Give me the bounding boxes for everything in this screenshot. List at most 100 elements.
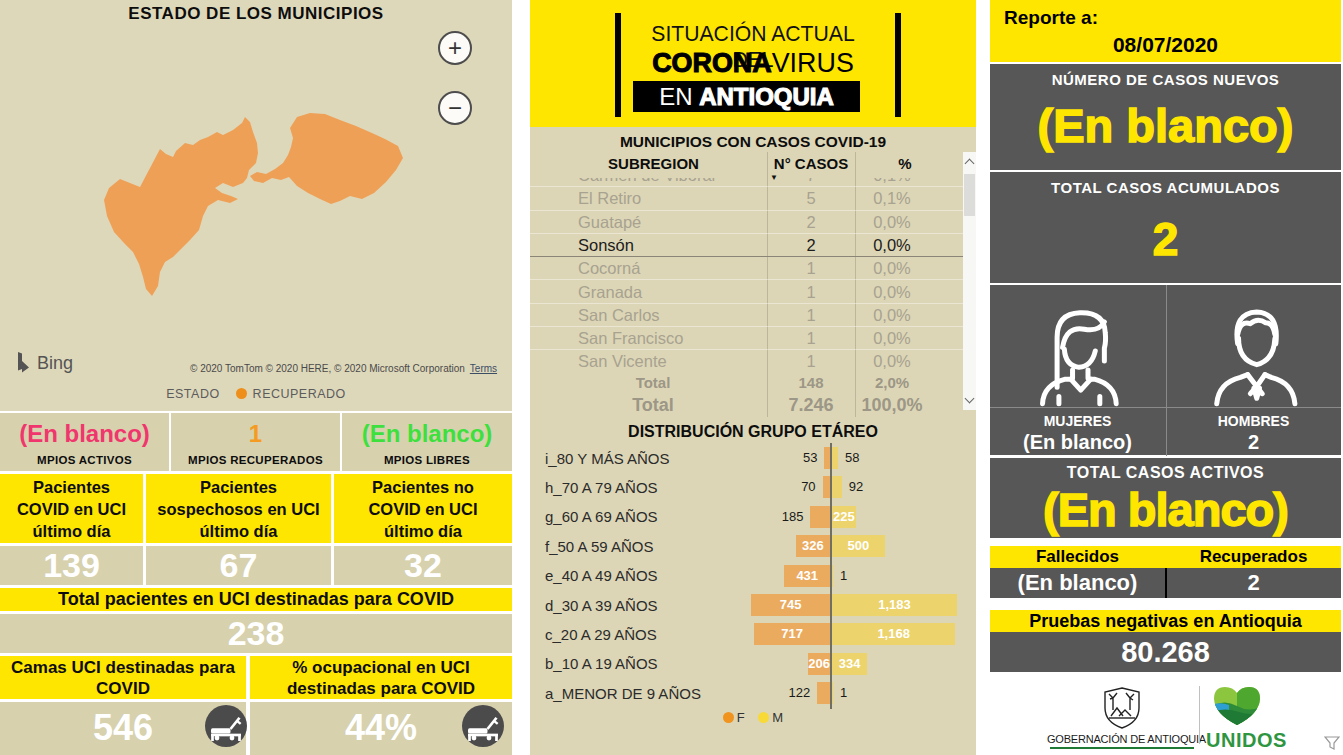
bar-value-label: 53: [803, 447, 817, 469]
legend-f-label[interactable]: F: [737, 710, 745, 725]
bar-value-label: 326: [796, 535, 830, 557]
mpios-stats-row: (En blanco) MPIOS ACTIVOS 1 MPIOS RECUPE…: [0, 413, 512, 471]
table-row[interactable]: Cocorná10,0%: [530, 257, 963, 280]
recuperados-label: Recuperados: [1166, 546, 1341, 568]
column-header-casos[interactable]: N° CASOS: [767, 155, 855, 172]
bar-value-label: 1: [840, 682, 847, 704]
map-visual[interactable]: ESTADO DE LOS MUNICIPIOS + − Bing © 2020…: [0, 0, 512, 411]
table-row[interactable]: Granada10,0%: [530, 281, 963, 304]
mpios-recuperados[interactable]: 1 MPIOS RECUPERADOS: [171, 413, 340, 471]
map-landmass[interactable]: [90, 100, 420, 310]
table-title: MUNICIPIOS CON CASOS COVID-19: [530, 133, 976, 151]
age-chart-title: DISTRIBUCIÓN GRUPO ETÁREO: [530, 423, 976, 441]
age-group-label: a_MENOR DE 9 AÑOS: [545, 684, 701, 701]
hombres-icon-cell: [1166, 285, 1341, 407]
legend-m-label[interactable]: M: [772, 710, 783, 725]
casos-acumulados-title: TOTAL CASOS ACUMULADOS: [990, 179, 1341, 196]
age-group-label: b_10 A 19 AÑOS: [545, 655, 658, 672]
mujeres-value: (En blanco): [990, 431, 1165, 454]
map-terms-link[interactable]: Terms: [470, 363, 497, 374]
hombres-label: HOMBRES: [1166, 413, 1341, 429]
bar-male[interactable]: [832, 682, 833, 704]
mpios-libres[interactable]: (En blanco) MPIOS LIBRES: [342, 413, 512, 471]
woman-icon: [1028, 295, 1128, 407]
fallecidos-recuperados-values: (En blanco) 2: [990, 568, 1341, 598]
scroll-down-icon[interactable]: [965, 394, 975, 404]
plus-icon: +: [448, 34, 462, 61]
middle-panel: SITUACIÓN ACTUAL DEL CORONAVIRUS EN ANTI…: [530, 0, 976, 755]
gobernacion-underline: [1050, 747, 1194, 749]
uci-values-row: 1396732: [0, 546, 512, 585]
unidos-label: UNIDOS: [1206, 729, 1287, 752]
filter-icon[interactable]: [1324, 736, 1340, 750]
age-group-label: c_20 A 29 AÑOS: [545, 626, 657, 643]
bar-value-label: 206: [808, 653, 830, 675]
fallecidos-label: Fallecidos: [990, 546, 1165, 568]
gobernacion-crest-icon: [1103, 686, 1141, 730]
bar-value-label: 122: [788, 682, 810, 704]
bar-value-label: 92: [849, 476, 863, 498]
total-uci-band: Total pacientes en UCI destinadas para C…: [0, 588, 512, 611]
casos-nuevos-title: NÚMERO DE CASOS NUEVOS: [990, 71, 1341, 88]
table-row[interactable]: San Carlos10,0%: [530, 304, 963, 327]
gender-labels-row: MUJERES (En blanco) HOMBRES 2: [990, 407, 1341, 455]
table-row[interactable]: El Retiro50,1%: [530, 187, 963, 210]
camas-uci-box: Camas UCI destinadas para COVID: [0, 656, 246, 699]
banner-line2: CORONAVIRUS: [628, 47, 878, 79]
bing-logo: Bing: [16, 351, 73, 375]
chart-legend: F M: [530, 710, 976, 725]
bar-male[interactable]: [832, 447, 838, 469]
man-icon: [1204, 295, 1304, 407]
bar-male[interactable]: [832, 476, 842, 498]
column-header-subregion[interactable]: SUBREGION: [540, 155, 767, 172]
map-zoom-out-button[interactable]: −: [438, 91, 472, 125]
scrollbar-thumb[interactable]: [964, 174, 975, 216]
reporte-fecha: 08/07/2020: [990, 33, 1341, 57]
casos-activos-title: TOTAL CASOS ACTIVOS: [990, 464, 1341, 482]
bar-female[interactable]: [810, 506, 830, 528]
casos-nuevos-value: (En blanco): [990, 98, 1341, 153]
mpios-recuperados-value: 1: [171, 420, 340, 448]
uci-value: 32: [334, 546, 512, 585]
casos-acumulados-value: 2: [990, 212, 1341, 266]
legend-title: ESTADO: [166, 387, 219, 401]
campaign-banner: SITUACIÓN ACTUAL DEL CORONAVIRUS EN ANTI…: [530, 0, 976, 127]
bar-female[interactable]: [817, 682, 830, 704]
municipios-rows: Carmen de Viboral70,1%El Retiro50,1%Guat…: [530, 178, 963, 372]
table-row[interactable]: San Vicente10,0%: [530, 350, 963, 372]
legend-m-dot: [758, 712, 769, 723]
gender-icons-row: [990, 285, 1341, 407]
table-scrollbar[interactable]: [963, 152, 976, 410]
reporte-box: Reporte a: 08/07/2020: [990, 0, 1341, 62]
total-uci-value: 238: [0, 614, 512, 653]
map-zoom-in-button[interactable]: +: [438, 31, 472, 65]
column-header-pct[interactable]: %: [855, 155, 955, 172]
table-row[interactable]: Sonsón20,0%: [530, 234, 963, 257]
map-attribution: © 2020 TomTom © 2020 HERE, © 2020 Micros…: [190, 363, 497, 374]
mpios-activos[interactable]: (En blanco) MPIOS ACTIVOS: [0, 413, 169, 471]
age-group-label: f_50 A 59 AÑOS: [545, 537, 653, 554]
fallecidos-recuperados-header: Fallecidos Recuperados: [990, 546, 1341, 568]
table-row[interactable]: San Francisco10,0%: [530, 327, 963, 350]
table-total-row: Total 148 2,0%: [530, 374, 963, 395]
bar-value-label: 1,168: [832, 623, 955, 645]
bar-value-label: 1,183: [832, 594, 957, 616]
mujeres-icon-cell: [990, 285, 1165, 407]
bar-male[interactable]: [832, 565, 833, 587]
mpios-recuperados-label: MPIOS RECUPERADOS: [171, 454, 340, 466]
bar-female[interactable]: [823, 476, 830, 498]
banner-line3: EN ANTIOQUIA: [633, 81, 860, 112]
bar-value-label: 58: [845, 447, 859, 469]
legend-f-dot: [723, 712, 734, 723]
gobernacion-label: GOBERNACIÓN DE ANTIOQUIA: [1047, 733, 1197, 745]
bar-female[interactable]: [824, 447, 830, 469]
left-panel: ESTADO DE LOS MUNICIPIOS + − Bing © 2020…: [0, 0, 512, 755]
mpios-activos-value: (En blanco): [0, 420, 169, 448]
unidos-logo: [1209, 684, 1265, 726]
reporte-label: Reporte a:: [1004, 7, 1098, 29]
bar-value-label: 745: [751, 594, 830, 616]
age-group-label: i_80 Y MÁS AÑOS: [545, 449, 670, 466]
table-row[interactable]: Carmen de Viboral70,1%: [530, 178, 963, 187]
scroll-up-icon[interactable]: [965, 159, 975, 169]
table-row[interactable]: Guatapé20,0%: [530, 211, 963, 234]
